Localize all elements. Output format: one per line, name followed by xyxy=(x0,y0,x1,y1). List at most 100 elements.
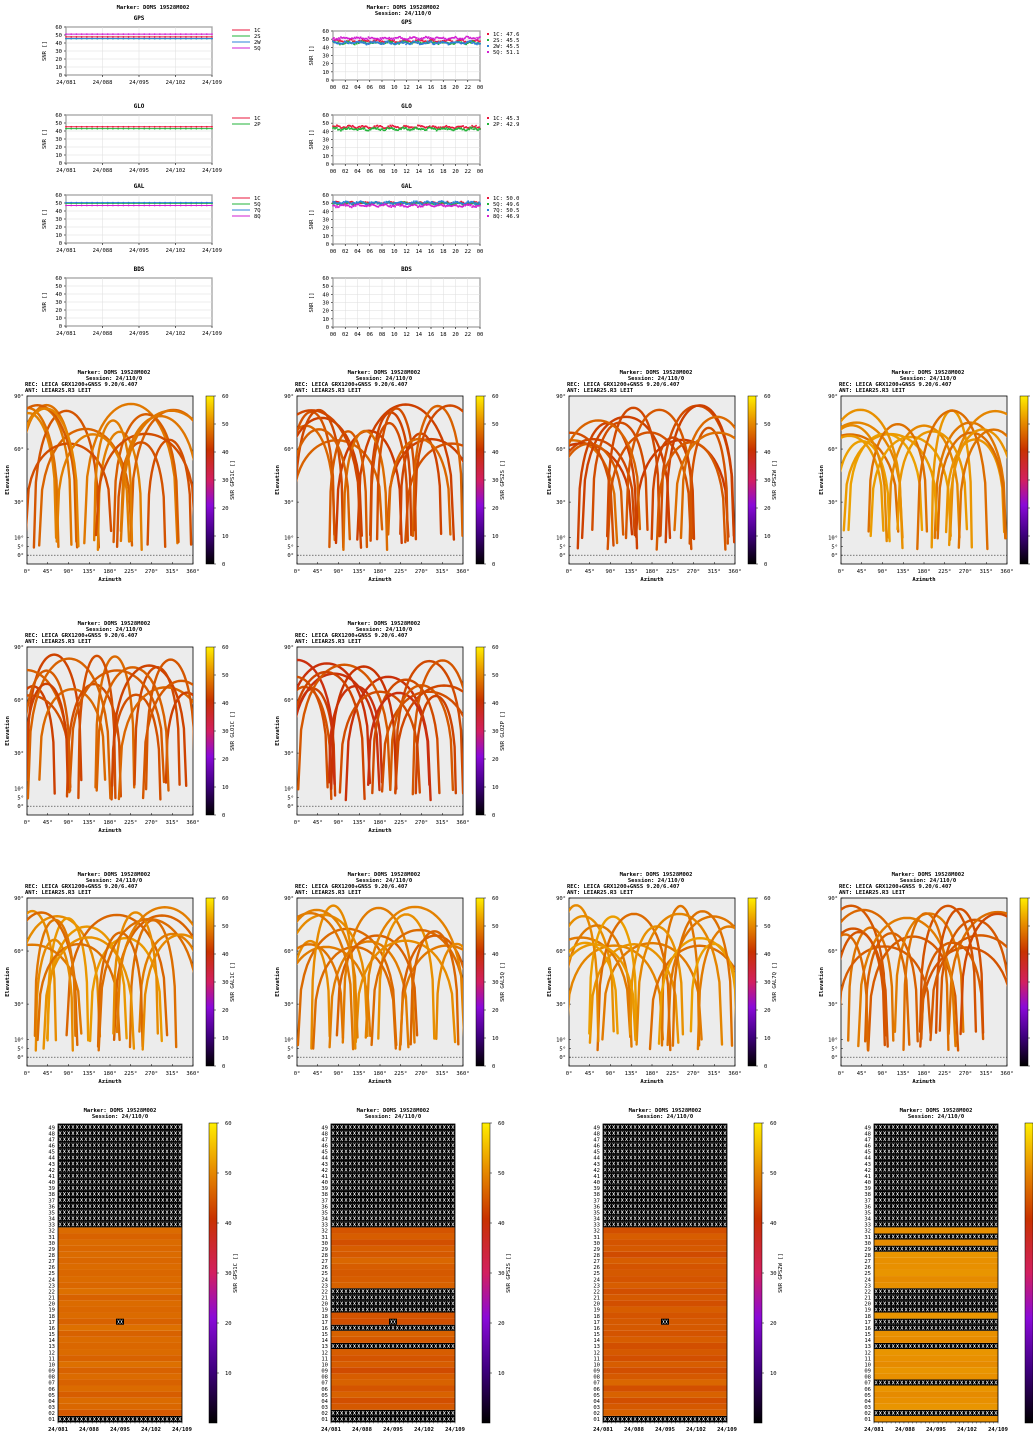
panel-title: BDS xyxy=(401,266,412,273)
heatmap-row xyxy=(58,1264,182,1270)
prn-label: 09 xyxy=(321,1369,328,1375)
series-point-5Q xyxy=(379,39,381,41)
y-tick-label: 30° xyxy=(828,500,838,506)
x-tick-label: 315° xyxy=(166,1071,179,1077)
prn-label: 45 xyxy=(48,1150,55,1156)
series-point-2W xyxy=(91,38,93,40)
heatmap-row xyxy=(58,1337,182,1343)
legend-swatch xyxy=(487,39,489,41)
series-point-1C xyxy=(107,36,109,38)
x-tick-label: 02 xyxy=(342,169,349,175)
y-tick-label: 5° xyxy=(287,1046,294,1052)
series-point-8Q xyxy=(355,205,357,207)
x-tick-label: 02 xyxy=(342,85,349,91)
prn-label: 28 xyxy=(48,1253,55,1259)
x-tick-label: 10 xyxy=(391,332,398,338)
x-tick-label: 14 xyxy=(415,85,422,91)
x-tick-label: 24/109 xyxy=(202,168,222,174)
series-point-5Q xyxy=(180,33,182,35)
series-point-5Q xyxy=(477,38,479,40)
y-tick-label: 0° xyxy=(831,1055,838,1061)
series-point-8Q xyxy=(143,205,145,207)
colorbar-tick-label: 20 xyxy=(222,1008,229,1014)
series-point-5Q xyxy=(434,39,436,41)
prn-label: 09 xyxy=(593,1369,600,1375)
prn-label: 03 xyxy=(321,1405,328,1411)
colorbar-tick-label: 60 xyxy=(225,1121,232,1127)
colorbar-tick-label: 20 xyxy=(764,506,771,512)
y-tick-label: 60° xyxy=(828,949,838,955)
y-tick-label: 40 xyxy=(55,209,62,215)
colorbar-tick-label: 10 xyxy=(498,1371,505,1377)
prn-label: 32 xyxy=(321,1229,328,1235)
series-point-1C xyxy=(175,126,177,128)
prn-label: 08 xyxy=(593,1375,600,1381)
header-marker: Marker: DOMS 19528M002 xyxy=(117,5,190,11)
legend-label-2P: 2P: 42.9 xyxy=(493,122,520,128)
series-point-2S xyxy=(391,41,393,43)
x-tick-label: 22 xyxy=(464,332,471,338)
x-tick-label: 20 xyxy=(452,85,459,91)
series-point-7Q xyxy=(70,202,72,204)
x-tick-label: 270° xyxy=(959,1071,972,1077)
x-tick-label: 22 xyxy=(464,249,471,255)
x-tick-label: 270° xyxy=(959,569,972,575)
legend-label-5Q: 5Q: 51.1 xyxy=(493,50,520,56)
x-tick-label: 04 xyxy=(354,249,361,255)
colorbar-tick-label: 20 xyxy=(498,1321,505,1327)
y-tick-label: 30° xyxy=(556,1002,566,1008)
heatmap-row xyxy=(331,1282,455,1288)
series-point-8Q xyxy=(107,205,109,207)
series-point-8Q xyxy=(390,206,392,208)
colorbar-tick-label: 40 xyxy=(222,450,229,456)
header-ant: ANT: LEIAR25.R3 LEIT xyxy=(25,388,92,394)
header-ant: ANT: LEIAR25.R3 LEIT xyxy=(839,388,906,394)
x-tick-label: 24/095 xyxy=(110,1427,130,1433)
y-tick-label: 40 xyxy=(322,129,329,135)
heatmap-row xyxy=(331,1373,455,1379)
x-tick-label: 180° xyxy=(917,569,930,575)
x-tick-label: 24/102 xyxy=(166,248,186,254)
colorbar-label: SNR GPS2S [] xyxy=(500,460,506,500)
heatmap-row xyxy=(603,1386,727,1392)
series-point-7Q xyxy=(159,202,161,204)
series-point-5Q xyxy=(70,33,72,35)
colorbar-tick-label: 10 xyxy=(764,534,771,540)
x-tick-label: 24/081 xyxy=(321,1427,342,1433)
colorbar-tick-label: 60 xyxy=(492,394,499,400)
y-tick-label: 60° xyxy=(14,698,24,704)
heatmap-row xyxy=(331,1276,455,1282)
series-point-8Q xyxy=(76,205,78,207)
heatmap-row xyxy=(58,1404,182,1410)
prn-label: 10 xyxy=(593,1362,600,1368)
x-tick-label: 24/109 xyxy=(202,248,222,254)
heatmap-row xyxy=(603,1306,727,1312)
prn-label: 19 xyxy=(48,1308,55,1314)
x-tick-label: 24/109 xyxy=(202,80,222,86)
prn-label: 23 xyxy=(48,1283,55,1289)
x-tick-label: 06 xyxy=(366,332,373,338)
colorbar-tick-label: 50 xyxy=(492,924,499,930)
x-tick-label: 24/102 xyxy=(166,168,186,174)
colorbar-tick-label: 10 xyxy=(225,1371,232,1377)
heatmap-row xyxy=(331,1233,455,1239)
series-point-2W xyxy=(479,43,481,45)
x-tick-label: 135° xyxy=(83,820,96,826)
prn-label: 46 xyxy=(321,1144,328,1150)
x-tick-label: 00 xyxy=(330,85,337,91)
x-tick-label: 24/081 xyxy=(56,248,76,254)
series-point-8Q xyxy=(416,205,418,207)
prn-label: 11 xyxy=(48,1356,55,1362)
y-tick-label: 10 xyxy=(322,234,329,240)
colorbar-tick-label: 0 xyxy=(764,1064,767,1070)
series-point-2P xyxy=(471,127,473,129)
prn-label: 35 xyxy=(321,1210,328,1216)
series-point-8Q xyxy=(470,204,472,206)
colorbar-tick-label: 30 xyxy=(222,478,229,484)
prn-label: 40 xyxy=(48,1180,55,1186)
y-tick-label: 5° xyxy=(17,544,24,550)
plot-frame xyxy=(569,898,735,1066)
